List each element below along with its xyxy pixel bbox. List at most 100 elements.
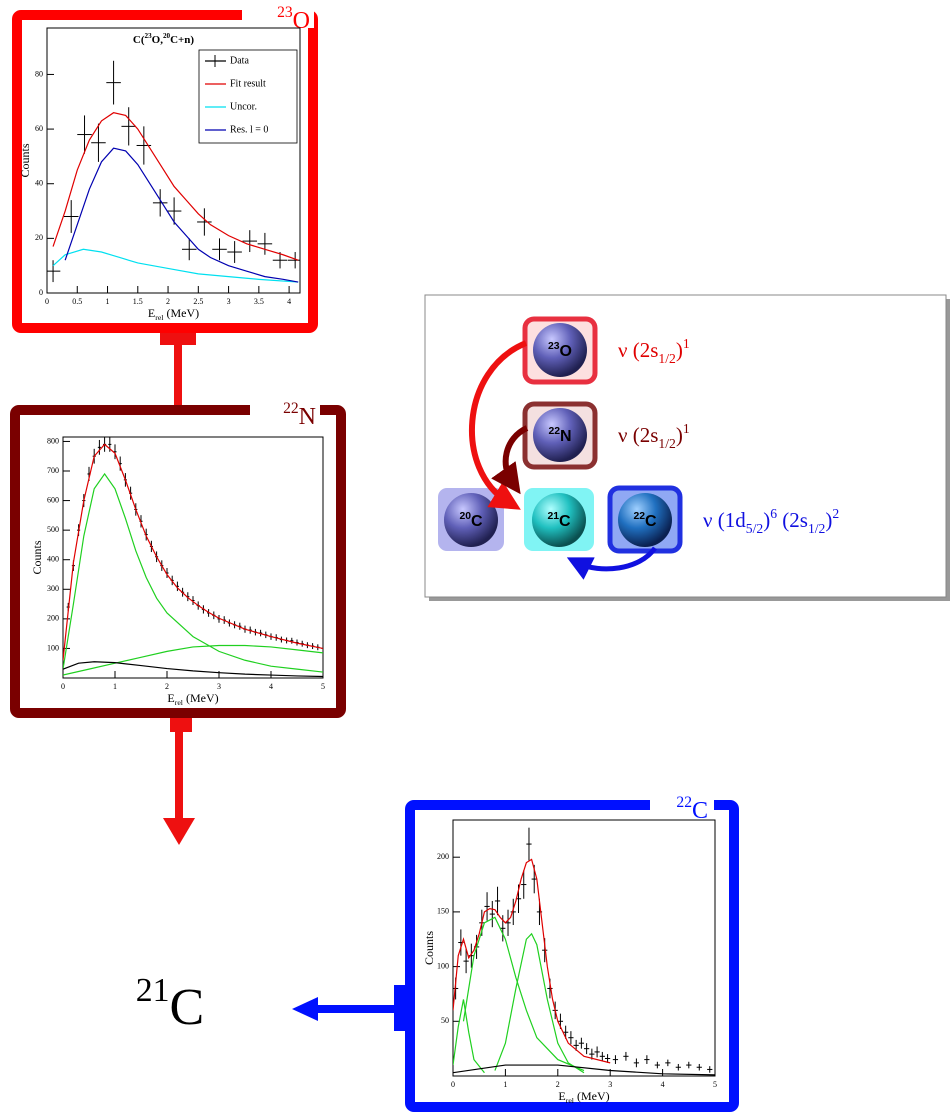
x-tick-label: 0.5 (72, 297, 82, 306)
y-tick-label: 200 (47, 614, 59, 623)
plot-area (452, 819, 716, 1077)
x-tick-label: 2 (556, 1080, 560, 1089)
text-run: (MeV) (574, 1089, 610, 1103)
arrow (491, 425, 529, 495)
label-gap (242, 6, 314, 28)
nucleus (533, 408, 587, 462)
text-run: 23 (277, 4, 293, 21)
text-run: ν (2s (618, 423, 658, 447)
text-run: 20 (163, 32, 171, 40)
frame-label: 22N (283, 400, 316, 429)
text-run: O, (152, 34, 164, 46)
text-run: E (167, 691, 174, 705)
x-tick-label: 1 (113, 682, 117, 691)
configuration: ν (2s1/2)1 (618, 336, 690, 366)
y-tick-label: 400 (47, 555, 59, 564)
text-run: 1 (683, 336, 690, 351)
y-axis-label: Counts (30, 540, 44, 574)
text-run: E (148, 306, 155, 320)
text-run: ν (1d (703, 508, 746, 532)
y-tick-label: 150 (437, 907, 449, 916)
y-tick-label: 700 (47, 466, 59, 475)
text-run: (2s (777, 508, 808, 532)
diagram: 23O 22N 20C 21C 22C ν (2s1/2)1 ν (2s1/2)… (424, 294, 950, 601)
connector (160, 333, 196, 345)
text-run: ν (2s (618, 338, 658, 362)
connector (394, 985, 406, 1031)
x-tick-label: 4 (287, 297, 291, 306)
curve (63, 644, 323, 676)
node-label: 22N (548, 426, 571, 445)
text-run: rel (155, 313, 164, 322)
text-run: O (560, 343, 572, 360)
y-tick-label: 600 (47, 495, 59, 504)
text-run: 23 (548, 341, 560, 352)
x-tick-label: 3 (608, 1080, 612, 1089)
arrow-shaft (175, 732, 183, 820)
text-run: N (299, 404, 316, 430)
label-gap (650, 797, 714, 819)
x-tick-label: 1 (503, 1080, 507, 1089)
y-tick-label: 200 (437, 852, 449, 861)
x-axis-label: Erel (MeV) (148, 306, 199, 323)
text-run: ) (676, 423, 683, 447)
text-run: 1/2 (808, 521, 826, 536)
legend-label: Uncor. (230, 101, 257, 112)
text-run: 5/2 (746, 521, 764, 536)
curve (453, 1064, 715, 1076)
x-axis-label: Erel (MeV) (167, 691, 218, 708)
configuration: ν (1d5/2)6 (2s1/2)2 (703, 506, 839, 536)
text-run: 22 (548, 426, 560, 437)
legend-label: Res. l = 0 (230, 124, 268, 135)
curve (52, 112, 299, 261)
curve (63, 661, 323, 678)
frame-label: 23O (277, 4, 310, 33)
text-run: ) (676, 338, 683, 362)
curve (453, 858, 611, 1064)
legend-label: Fit result (230, 78, 266, 89)
text-run: 20 (459, 511, 471, 522)
arrow (566, 546, 658, 580)
plot-marks (63, 437, 323, 678)
y-tick-label: 50 (441, 1016, 449, 1025)
text-run: E (558, 1089, 565, 1103)
connector (174, 345, 182, 407)
text-run: (MeV) (163, 306, 199, 320)
text-run: C (170, 979, 205, 1036)
node-label: 23O (548, 341, 572, 360)
node-label: 22C (633, 511, 657, 530)
text-run: 21 (136, 972, 170, 1009)
curve (453, 999, 485, 1074)
plot-marks (453, 827, 715, 1076)
nucleus (533, 323, 587, 377)
x-tick-label: 0 (451, 1080, 455, 1089)
y-axis-label: Counts (18, 143, 32, 177)
configuration: ν (2s1/2)1 (618, 421, 690, 451)
y-tick-label: 500 (47, 525, 59, 534)
nucleus (618, 493, 672, 547)
text-run: C( (133, 34, 145, 46)
text-run: (MeV) (183, 691, 219, 705)
y-tick-label: 100 (437, 961, 449, 970)
chart-title: C(23O,20C+n) (133, 32, 195, 46)
y-tick-label: 40 (35, 179, 43, 188)
result-label: 21C (136, 972, 204, 1036)
text-run: 1/2 (658, 436, 676, 451)
x-tick-label: 3 (217, 682, 221, 691)
curve (52, 248, 299, 283)
legend-label: Data (230, 55, 249, 66)
node-label: 21C (547, 511, 571, 530)
text-run: C+n) (170, 34, 194, 46)
x-tick-label: 3.5 (254, 297, 264, 306)
text-run: 22 (676, 794, 692, 811)
text-run: ) (763, 508, 770, 532)
nucleus (444, 493, 498, 547)
curve (63, 472, 323, 673)
text-run: 23 (145, 32, 153, 40)
y-tick-label: 800 (47, 436, 59, 445)
y-tick-label: 80 (35, 69, 43, 78)
text-run: 1 (683, 421, 690, 436)
text-run: 2 (832, 506, 839, 521)
curve (63, 443, 323, 661)
x-tick-label: 0 (45, 297, 49, 306)
